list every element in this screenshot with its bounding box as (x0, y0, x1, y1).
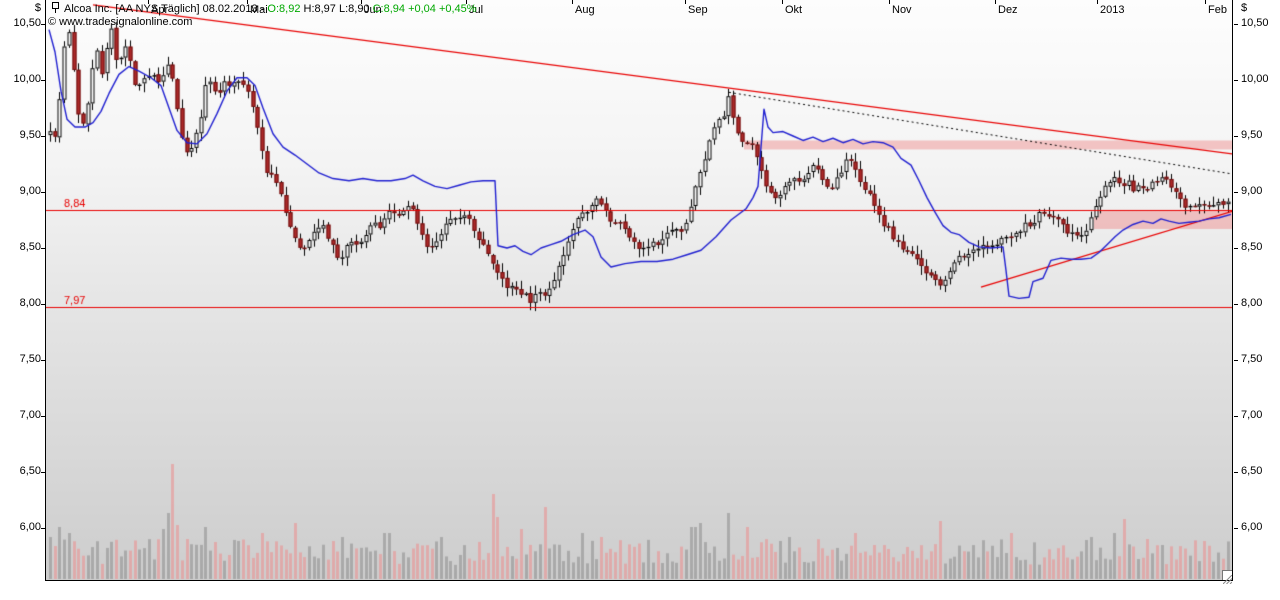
chart-canvas[interactable] (46, 0, 1232, 580)
y-tick-label-left: 10,00 (13, 73, 41, 85)
y-tick-label-right: 7,50 (1241, 353, 1263, 365)
x-tick-mark (685, 0, 686, 4)
y-tick-label-left: 7,00 (19, 409, 41, 421)
y-tick-mark (1234, 304, 1238, 305)
x-tick-mark (1205, 0, 1206, 4)
y-tick-mark (1234, 528, 1238, 529)
title-open-value: O:8,92 (267, 3, 304, 15)
y-tick-label-left: 9,00 (19, 185, 41, 197)
y-tick-label-right: 8,50 (1241, 241, 1263, 253)
y-tick-label-left: 10,50 (13, 17, 41, 29)
x-tick-label-month: Jul (469, 4, 484, 16)
y-tick-label-right: 7,00 (1241, 409, 1263, 421)
y-tick-mark (41, 136, 45, 137)
y-tick-mark (41, 304, 45, 305)
y-tick-label-right: 6,00 (1241, 521, 1263, 533)
y-tick-label-right: 9,50 (1241, 129, 1263, 141)
y-tick-label-left: 9,50 (19, 129, 41, 141)
y-tick-mark (41, 192, 45, 193)
x-tick-label-month: 2013 (1100, 4, 1125, 16)
y-tick-mark (41, 472, 45, 473)
y-axis-right[interactable]: $ 10,50 10,00 9,50 9,00 8,50 8,00 7,50 7,00 6,50… (1234, 0, 1280, 580)
y-tick-label-left: 8,00 (19, 297, 41, 309)
currency-label-left: $ (34, 2, 41, 14)
y-tick-mark (1234, 24, 1238, 25)
y-tick-mark (1234, 136, 1238, 137)
x-tick-mark (247, 0, 248, 4)
resize-grip[interactable] (1222, 570, 1233, 585)
x-tick-mark (995, 0, 996, 4)
y-tick-mark (41, 80, 45, 81)
y-tick-label-right: 10,00 (1241, 73, 1269, 85)
currency-label-right: $ (1241, 2, 1248, 14)
y-tick-label-left: 6,00 (19, 521, 41, 533)
title-instrument-text: Alcoa Inc. [AA NYS Täglich] 08.02.2013 - (64, 3, 268, 15)
y-tick-mark (1234, 248, 1238, 249)
y-tick-mark (1234, 360, 1238, 361)
y-tick-mark (1234, 472, 1238, 473)
x-tick-mark (1097, 0, 1098, 4)
y-tick-mark (41, 360, 45, 361)
y-tick-label-right: 10,50 (1241, 17, 1269, 29)
y-tick-mark (1234, 192, 1238, 193)
y-tick-label-left: 8,50 (19, 241, 41, 253)
x-tick-label-month: Okt (785, 4, 803, 16)
x-tick-label-month: Jun (364, 4, 382, 16)
y-tick-label-left: 6,50 (19, 465, 41, 477)
title-close-change-values: C:8,94 +0,04 +0,45% (372, 3, 477, 15)
x-tick-label-month: Mai (250, 4, 268, 16)
y-tick-mark (41, 248, 45, 249)
y-tick-mark (41, 416, 45, 417)
y-tick-mark (41, 528, 45, 529)
y-axis-left[interactable]: $ 10,50 10,00 9,50 9,00 8,50 8,00 7,50 7,00 6,50… (0, 0, 45, 580)
price-chart-plot-area[interactable] (45, 0, 1233, 581)
x-tick-label-month: Nov (892, 4, 912, 16)
y-tick-mark (41, 24, 45, 25)
x-tick-label-month: Feb (1208, 4, 1227, 16)
x-tick-mark (889, 0, 890, 4)
y-tick-label-left: 7,50 (19, 353, 41, 365)
x-tick-mark (361, 0, 362, 4)
x-tick-mark (466, 0, 467, 4)
x-tick-label-month: Sep (688, 4, 708, 16)
x-tick-label-month: Dez (998, 4, 1018, 16)
x-tick-mark (148, 0, 149, 4)
instrument-icon[interactable] (51, 2, 60, 16)
y-tick-mark (1234, 80, 1238, 81)
x-tick-label-month: Apr (151, 4, 169, 16)
title-highlow-values: H:8,97 L:8,90 (303, 3, 373, 15)
watermark-link[interactable]: © www.tradesignalonline.com (48, 16, 193, 28)
x-tick-mark (572, 0, 573, 4)
y-tick-mark (1234, 416, 1238, 417)
y-tick-label-right: 9,00 (1241, 185, 1263, 197)
y-tick-label-right: 8,00 (1241, 297, 1263, 309)
instrument-title: Alcoa Inc. [AA NYS Täglich] 08.02.2013 -… (51, 2, 477, 16)
x-tick-label-month: Aug (575, 4, 595, 16)
y-tick-label-right: 6,50 (1241, 465, 1263, 477)
x-tick-mark (782, 0, 783, 4)
